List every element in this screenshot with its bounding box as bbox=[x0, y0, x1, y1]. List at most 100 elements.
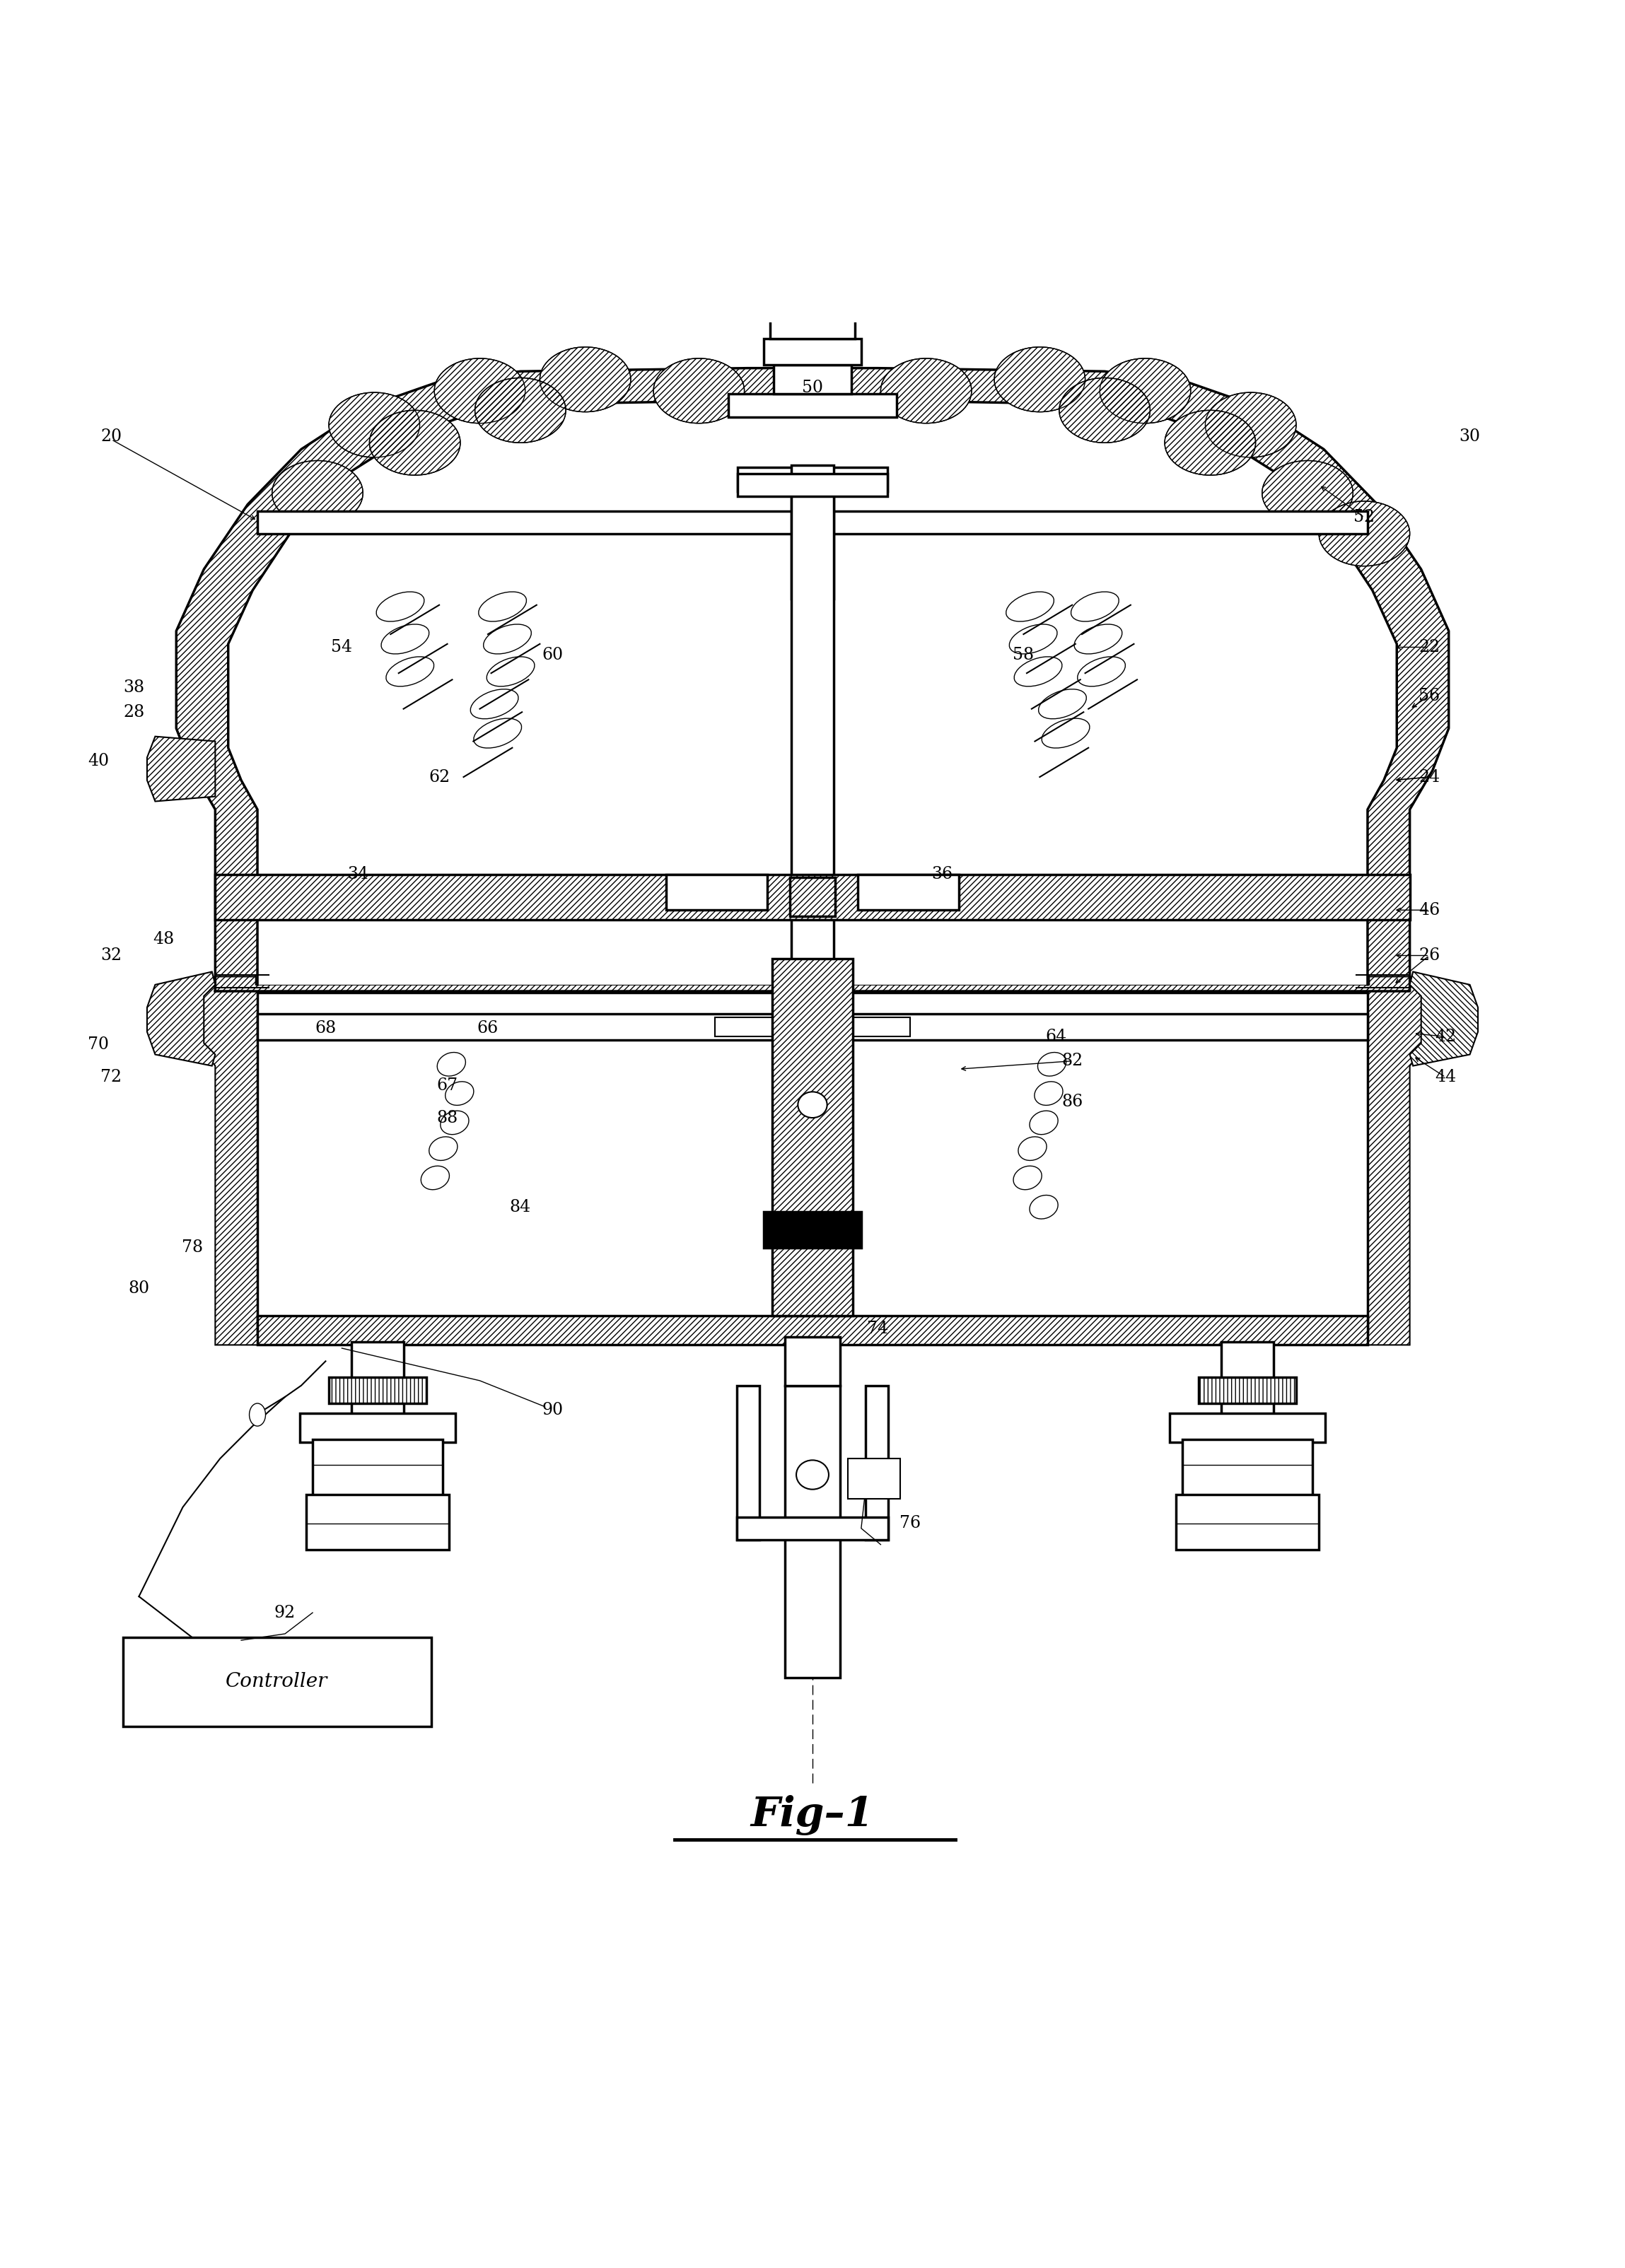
Bar bbox=[738, 467, 887, 492]
Text: 72: 72 bbox=[101, 1068, 122, 1086]
Bar bbox=[764, 338, 861, 365]
Ellipse shape bbox=[1014, 658, 1063, 687]
Ellipse shape bbox=[387, 658, 434, 687]
Ellipse shape bbox=[1006, 592, 1055, 621]
Text: 82: 82 bbox=[1061, 1052, 1082, 1068]
Ellipse shape bbox=[1014, 1166, 1042, 1191]
Text: 64: 64 bbox=[1045, 1027, 1066, 1046]
Ellipse shape bbox=[1038, 689, 1087, 719]
Ellipse shape bbox=[271, 460, 362, 526]
Text: 32: 32 bbox=[101, 948, 122, 964]
Bar bbox=[257, 1315, 1368, 1345]
Ellipse shape bbox=[445, 1082, 474, 1105]
Ellipse shape bbox=[437, 1052, 466, 1075]
Text: 84: 84 bbox=[510, 1200, 531, 1216]
Ellipse shape bbox=[881, 358, 972, 424]
Ellipse shape bbox=[1030, 1111, 1058, 1134]
Polygon shape bbox=[1410, 971, 1479, 1066]
Bar bbox=[848, 1458, 900, 1499]
Text: 76: 76 bbox=[899, 1515, 920, 1531]
Text: 86: 86 bbox=[1061, 1093, 1082, 1109]
Polygon shape bbox=[146, 737, 214, 801]
Text: 44: 44 bbox=[1435, 1068, 1456, 1086]
Text: Fig–1: Fig–1 bbox=[751, 1796, 874, 1835]
Bar bbox=[785, 1386, 840, 1678]
Text: 68: 68 bbox=[315, 1021, 336, 1036]
Ellipse shape bbox=[1042, 719, 1090, 748]
Ellipse shape bbox=[1320, 501, 1410, 567]
Polygon shape bbox=[228, 401, 1398, 984]
Text: 90: 90 bbox=[543, 1402, 564, 1418]
Bar bbox=[257, 1014, 1368, 1041]
Bar bbox=[124, 1637, 431, 1726]
Bar bbox=[764, 1211, 861, 1247]
Bar bbox=[785, 1336, 840, 1386]
Ellipse shape bbox=[429, 1136, 458, 1161]
Polygon shape bbox=[176, 367, 1450, 991]
Bar bbox=[770, 320, 855, 338]
Text: 26: 26 bbox=[1419, 948, 1440, 964]
Bar bbox=[791, 492, 834, 984]
Text: 67: 67 bbox=[437, 1077, 458, 1093]
Bar bbox=[774, 365, 852, 395]
Bar bbox=[1222, 1343, 1274, 1431]
Ellipse shape bbox=[1077, 658, 1126, 687]
Text: 20: 20 bbox=[101, 429, 122, 445]
Text: 40: 40 bbox=[88, 753, 109, 769]
Ellipse shape bbox=[1030, 1195, 1058, 1218]
Bar bbox=[728, 395, 897, 417]
Ellipse shape bbox=[474, 379, 566, 442]
Ellipse shape bbox=[1100, 358, 1191, 424]
Bar bbox=[858, 875, 959, 909]
Ellipse shape bbox=[483, 624, 531, 653]
Ellipse shape bbox=[440, 1111, 470, 1134]
Text: 52: 52 bbox=[1354, 510, 1375, 526]
Bar bbox=[864, 1386, 887, 1540]
Text: 56: 56 bbox=[1419, 687, 1440, 703]
Bar bbox=[257, 510, 1368, 533]
Text: 24: 24 bbox=[1419, 769, 1440, 785]
Text: 46: 46 bbox=[1419, 903, 1440, 919]
Ellipse shape bbox=[653, 358, 744, 424]
Bar bbox=[351, 1343, 403, 1431]
Ellipse shape bbox=[377, 592, 424, 621]
Ellipse shape bbox=[486, 658, 535, 687]
Ellipse shape bbox=[1035, 1082, 1063, 1105]
Text: 74: 74 bbox=[866, 1320, 889, 1336]
Bar bbox=[312, 1440, 442, 1497]
Ellipse shape bbox=[421, 1166, 450, 1191]
Ellipse shape bbox=[382, 624, 429, 653]
Bar bbox=[790, 878, 835, 916]
Bar bbox=[715, 1016, 910, 1036]
Bar bbox=[738, 1386, 761, 1540]
Ellipse shape bbox=[1263, 460, 1354, 526]
Bar bbox=[1176, 1495, 1320, 1549]
Bar bbox=[738, 474, 887, 497]
Ellipse shape bbox=[328, 392, 419, 458]
Text: 66: 66 bbox=[478, 1021, 499, 1036]
Ellipse shape bbox=[1071, 592, 1120, 621]
Text: 70: 70 bbox=[88, 1036, 109, 1052]
Text: 78: 78 bbox=[182, 1238, 203, 1256]
Ellipse shape bbox=[478, 592, 526, 621]
Text: 22: 22 bbox=[1419, 640, 1440, 655]
Text: 28: 28 bbox=[124, 703, 145, 721]
Polygon shape bbox=[176, 978, 1450, 1345]
Ellipse shape bbox=[798, 1091, 827, 1118]
Text: 42: 42 bbox=[1435, 1027, 1456, 1046]
Text: 92: 92 bbox=[275, 1603, 296, 1622]
Bar bbox=[1199, 1377, 1297, 1404]
Ellipse shape bbox=[1206, 392, 1297, 458]
Ellipse shape bbox=[1060, 379, 1150, 442]
Bar bbox=[791, 465, 834, 599]
Ellipse shape bbox=[994, 347, 1086, 413]
Text: 80: 80 bbox=[128, 1279, 150, 1297]
Ellipse shape bbox=[434, 358, 525, 424]
Text: Controller: Controller bbox=[226, 1672, 328, 1692]
Bar bbox=[1183, 1440, 1313, 1497]
Ellipse shape bbox=[1165, 411, 1256, 476]
Text: 58: 58 bbox=[1012, 646, 1034, 665]
Text: 54: 54 bbox=[332, 640, 353, 655]
Ellipse shape bbox=[540, 347, 630, 413]
Polygon shape bbox=[146, 971, 214, 1066]
